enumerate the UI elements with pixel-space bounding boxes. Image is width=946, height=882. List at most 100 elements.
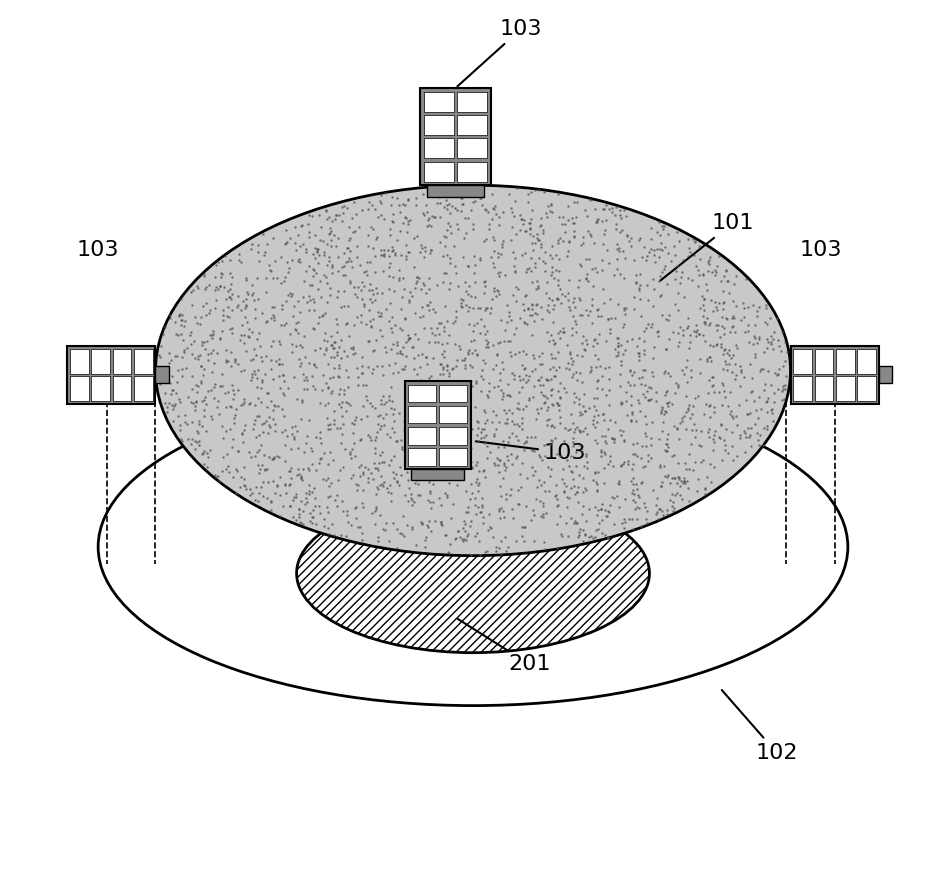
Point (325, 340, 341, 355)
Point (467, 490, 482, 505)
Point (222, 422, 237, 437)
Point (312, 310, 327, 324)
Point (477, 286, 492, 300)
Point (408, 416, 423, 430)
Point (399, 465, 414, 479)
Point (212, 407, 227, 422)
Point (657, 407, 672, 421)
Point (208, 293, 223, 307)
Point (440, 336, 455, 350)
Point (543, 433, 558, 447)
Point (639, 278, 655, 292)
Point (284, 461, 299, 475)
Point (398, 380, 413, 394)
Point (530, 228, 545, 242)
Point (511, 419, 526, 433)
Point (571, 467, 587, 482)
Point (164, 353, 179, 367)
Point (155, 327, 170, 341)
Point (515, 422, 530, 436)
Point (308, 517, 324, 531)
Point (546, 302, 561, 316)
Point (199, 280, 214, 294)
Point (465, 195, 481, 209)
Point (323, 445, 338, 460)
Point (686, 232, 701, 246)
Point (357, 265, 372, 279)
Point (491, 505, 506, 519)
Point (659, 396, 674, 410)
Point (495, 504, 510, 518)
Point (374, 359, 389, 373)
Point (684, 370, 699, 385)
Point (582, 502, 597, 516)
Point (721, 343, 736, 357)
Point (313, 233, 328, 247)
Point (284, 345, 299, 359)
Point (542, 362, 557, 376)
Point (342, 251, 357, 265)
Point (385, 366, 400, 380)
Point (321, 422, 336, 437)
Point (197, 392, 212, 407)
Point (279, 430, 294, 444)
Point (662, 309, 677, 323)
Point (760, 317, 775, 331)
Point (552, 415, 567, 430)
Point (596, 460, 611, 475)
Point (499, 407, 514, 421)
Point (645, 415, 660, 430)
Point (611, 241, 626, 255)
Point (478, 545, 493, 559)
Point (421, 218, 436, 232)
Point (448, 266, 464, 280)
Point (767, 325, 782, 340)
Point (472, 534, 487, 549)
Point (252, 466, 267, 480)
Point (409, 198, 424, 212)
Point (299, 490, 314, 505)
Point (426, 467, 441, 481)
Point (317, 268, 332, 282)
Point (523, 264, 538, 278)
Point (224, 288, 239, 302)
Point (429, 448, 444, 462)
Point (520, 317, 535, 331)
Point (707, 428, 722, 442)
Point (764, 407, 780, 421)
Point (630, 482, 645, 497)
Point (212, 332, 227, 346)
Point (498, 530, 513, 544)
Point (728, 299, 744, 313)
Point (352, 220, 367, 234)
Point (389, 346, 404, 360)
Point (585, 298, 600, 312)
Point (462, 279, 477, 293)
Point (391, 198, 406, 213)
Point (372, 456, 387, 470)
Point (563, 351, 578, 365)
Point (342, 447, 358, 461)
Point (302, 355, 317, 370)
Point (384, 486, 399, 500)
Point (464, 288, 479, 303)
Point (352, 469, 367, 483)
Point (422, 335, 437, 349)
Point (699, 352, 714, 366)
Point (398, 335, 413, 349)
Point (237, 301, 253, 315)
Point (483, 520, 499, 534)
Point (626, 364, 641, 378)
Point (410, 348, 425, 363)
Point (212, 474, 227, 488)
Point (555, 462, 570, 476)
Point (652, 250, 667, 265)
Point (567, 291, 582, 305)
Point (651, 324, 666, 338)
Point (296, 445, 311, 460)
Point (243, 451, 258, 465)
Point (267, 398, 282, 412)
Point (425, 351, 440, 365)
Point (465, 301, 481, 315)
Point (417, 540, 432, 554)
